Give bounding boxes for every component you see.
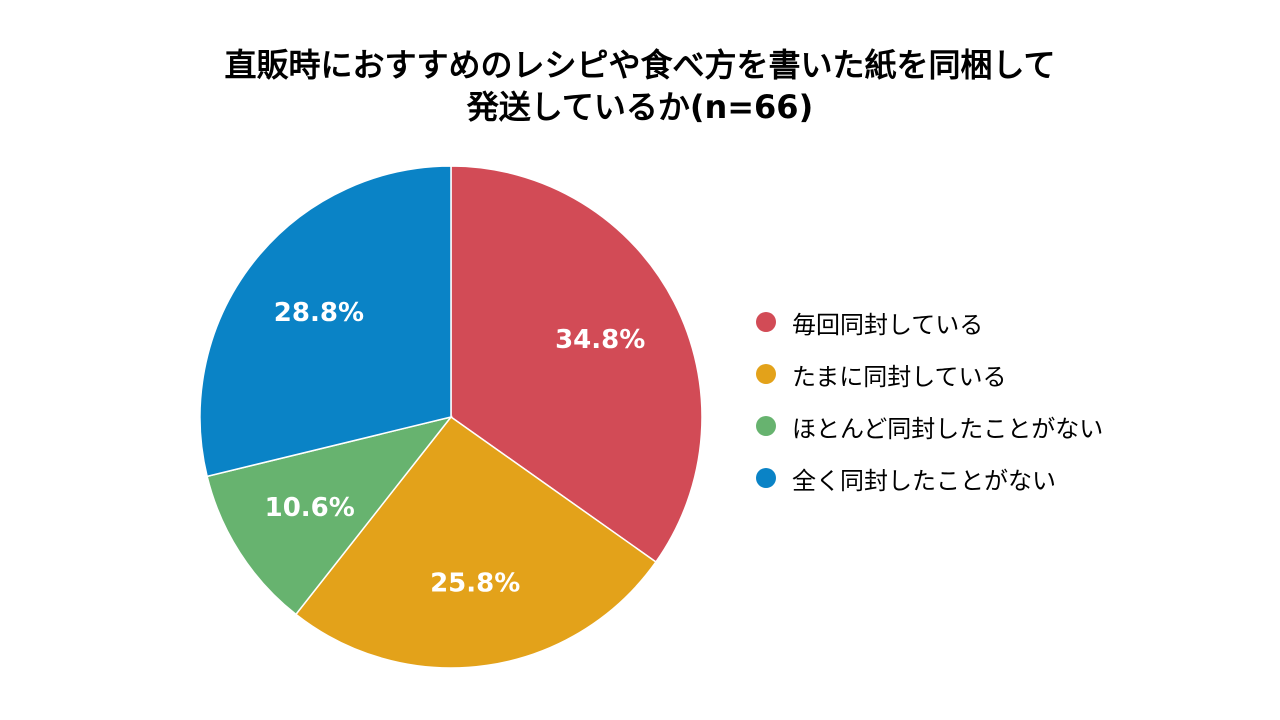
slice-label-sometimes: 25.8% [430,568,520,598]
slice-label-never: 28.8% [274,298,364,328]
legend-swatch-every-time [756,312,776,332]
legend-item-sometimes: たまに同封している [756,348,1103,400]
legend-item-rarely: ほとんど同封したことがない [756,400,1103,452]
legend-swatch-sometimes [756,364,776,384]
legend-swatch-never [756,468,776,488]
chart-title-line-2: 発送しているか(n=66) [466,88,814,126]
legend-label-rarely: ほとんど同封したことがない [792,414,1104,443]
legend-swatch-rarely [756,416,776,436]
chart-title-line-1: 直販時におすすめのレシピや食べ方を書いた紙を同梱して [224,46,1056,84]
legend-item-every-time: 毎回同封している [756,296,1103,348]
legend-label-never: 全く同封したことがない [792,466,1056,495]
slice-label-every-time: 34.8% [555,325,645,355]
pie-slice-never [199,165,452,478]
legend-label-sometimes: たまに同封している [792,362,1007,391]
pie-slice-rarely [206,415,453,616]
legend: 毎回同封している たまに同封している ほとんど同封したことがない 全く同封したこ… [756,296,1103,504]
pie-slice-every-time [450,165,703,564]
chart-title: 直販時におすすめのレシピや食べ方を書いた紙を同梱して 発送しているか(n=66) [0,44,1280,128]
legend-label-every-time: 毎回同封している [792,310,984,339]
slice-label-rarely: 10.6% [265,493,355,523]
pie-slice-sometimes [294,415,657,669]
legend-item-never: 全く同封したことがない [756,452,1103,504]
